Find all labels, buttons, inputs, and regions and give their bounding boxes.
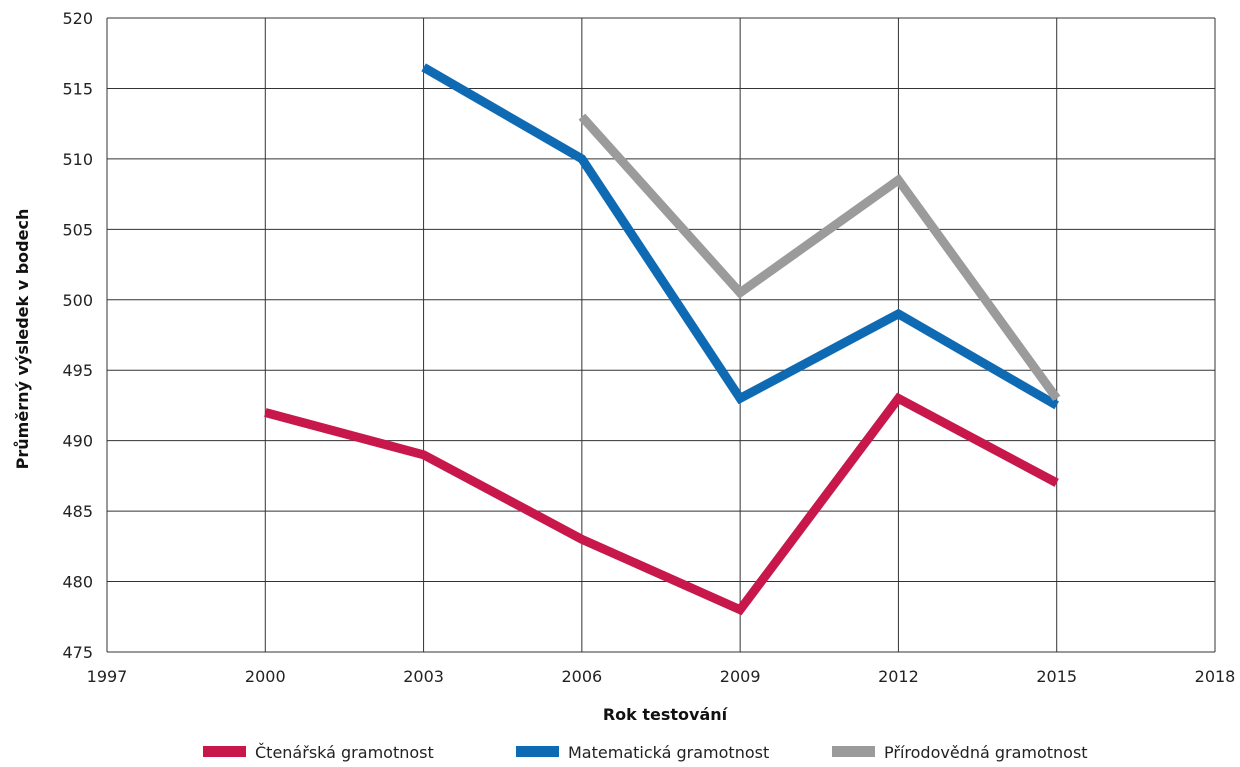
x-tick-label: 2009 <box>720 667 761 686</box>
series-line <box>421 63 1059 410</box>
x-tick-label: 2006 <box>561 667 602 686</box>
x-tick-label: 2012 <box>878 667 919 686</box>
x-axis-ticks: 1997 2000 2003 2006 2009 2012 2015 2018 <box>87 667 1236 686</box>
y-tick-label: 490 <box>62 432 93 451</box>
legend-label: Přírodovědná gramotnost <box>884 743 1088 762</box>
series-line <box>264 392 1059 616</box>
y-axis-title: Průměrný výsledek v bodech <box>13 209 32 470</box>
y-tick-label: 520 <box>62 9 93 28</box>
legend-label: Čtenářská gramotnost <box>255 743 434 762</box>
series-lines <box>264 63 1061 616</box>
x-tick-label: 1997 <box>87 667 128 686</box>
legend: Čtenářská gramotnost Matematická gramotno… <box>203 743 1088 762</box>
y-tick-label: 510 <box>62 150 93 169</box>
y-tick-label: 475 <box>62 643 93 662</box>
y-tick-label: 485 <box>62 502 93 521</box>
y-tick-label: 480 <box>62 573 93 592</box>
y-tick-label: 505 <box>62 220 93 239</box>
legend-label: Matematická gramotnost <box>568 743 769 762</box>
series-line <box>578 113 1061 402</box>
x-tick-label: 2015 <box>1036 667 1077 686</box>
x-axis-title: Rok testování <box>603 705 729 724</box>
legend-swatch <box>832 746 875 757</box>
x-tick-label: 2018 <box>1195 667 1236 686</box>
y-axis-ticks: 475 480 485 490 495 500 505 510 515 520 <box>62 9 93 662</box>
x-tick-label: 2003 <box>403 667 444 686</box>
y-tick-label: 515 <box>62 79 93 98</box>
legend-swatch <box>516 746 559 757</box>
y-tick-label: 495 <box>62 361 93 380</box>
grid <box>106 17 1216 653</box>
legend-swatch <box>203 746 246 757</box>
y-tick-label: 500 <box>62 291 93 310</box>
x-tick-label: 2000 <box>245 667 286 686</box>
